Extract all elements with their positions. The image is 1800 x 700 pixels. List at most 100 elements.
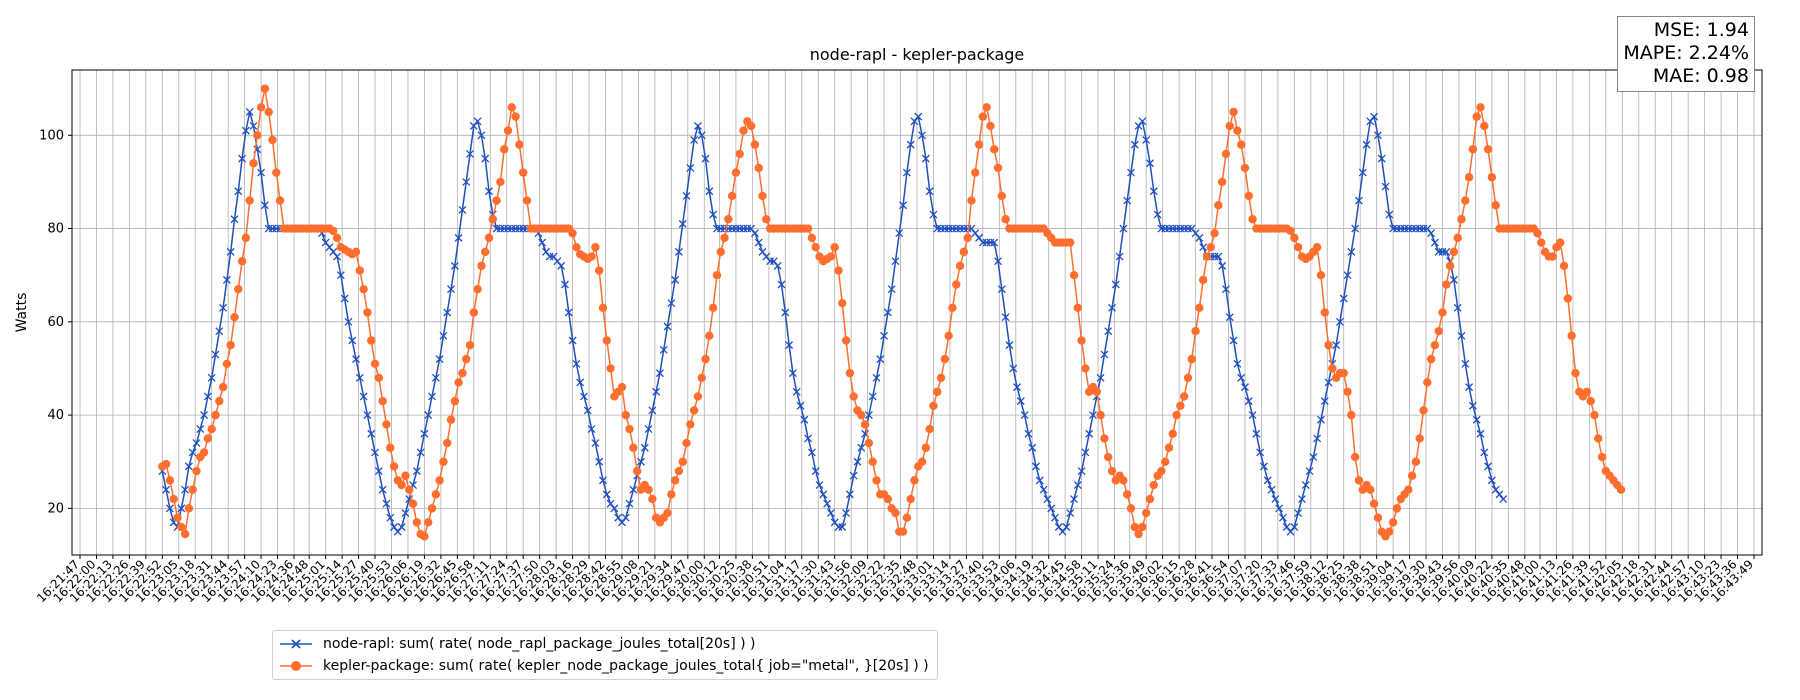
data-point-circle xyxy=(758,191,767,201)
data-point-circle xyxy=(1149,480,1158,490)
data-point-x xyxy=(1476,429,1485,438)
data-point-x xyxy=(671,275,680,284)
data-point-circle xyxy=(834,266,843,275)
data-point-circle xyxy=(670,476,680,485)
data-point-x xyxy=(1480,448,1489,457)
data-point-circle xyxy=(644,485,653,494)
data-point-circle xyxy=(716,247,725,257)
data-point-x xyxy=(1377,154,1386,163)
data-point-x xyxy=(1324,378,1333,387)
data-point-circle xyxy=(910,476,919,485)
data-point-x xyxy=(1316,415,1325,424)
data-point-x xyxy=(181,485,190,494)
y-tick-label: 80 xyxy=(47,222,64,237)
data-point-circle xyxy=(906,494,915,504)
data-point-x xyxy=(785,341,794,350)
data-point-circle xyxy=(933,387,942,396)
data-point-x xyxy=(1089,411,1097,420)
data-point-circle xyxy=(234,284,243,294)
data-point-circle xyxy=(1559,261,1569,271)
data-point-x xyxy=(1229,336,1238,345)
data-point-circle xyxy=(439,457,448,466)
data-point-circle xyxy=(993,163,1003,173)
data-point-circle xyxy=(1328,364,1337,373)
data-point-x xyxy=(1020,411,1029,420)
data-point-circle xyxy=(458,368,467,378)
data-point-x xyxy=(177,504,186,513)
data-point-x xyxy=(883,308,892,317)
data-point-x xyxy=(428,392,436,401)
data-point-circle xyxy=(363,308,372,317)
data-point-x xyxy=(564,308,573,317)
data-point-x xyxy=(219,303,228,312)
data-point-x xyxy=(1005,341,1014,350)
data-point-x xyxy=(1111,280,1120,289)
data-point-x xyxy=(352,355,361,364)
data-point-circle xyxy=(1290,233,1299,243)
data-point-circle xyxy=(1233,126,1242,135)
data-point-x xyxy=(241,126,250,135)
data-point-circle xyxy=(207,424,216,434)
data-point-circle xyxy=(705,331,714,341)
data-point-circle xyxy=(397,480,406,490)
data-point-circle xyxy=(1187,354,1196,364)
data-point-circle xyxy=(1202,252,1212,261)
data-point-circle xyxy=(701,354,710,364)
data-point-x xyxy=(1047,504,1056,513)
data-point-circle xyxy=(857,410,866,420)
data-point-x xyxy=(249,122,258,130)
data-point-circle xyxy=(872,476,881,485)
data-point-x xyxy=(1062,523,1071,531)
data-point-x xyxy=(1043,495,1052,503)
data-point-x xyxy=(245,108,254,116)
data-point-circle xyxy=(1069,270,1079,280)
data-point-x xyxy=(652,387,661,396)
data-point-x xyxy=(990,238,999,247)
data-point-x xyxy=(1195,233,1204,242)
data-point-x xyxy=(705,187,714,196)
data-point-circle xyxy=(522,196,532,205)
data-point-x xyxy=(994,257,1002,266)
data-point-circle xyxy=(1590,410,1599,420)
data-point-x xyxy=(891,257,900,266)
data-point-x xyxy=(367,429,376,438)
data-point-circle xyxy=(1096,410,1105,420)
data-point-circle xyxy=(697,373,706,382)
data-point-x xyxy=(690,135,699,144)
data-point-circle xyxy=(1442,280,1451,289)
data-point-circle xyxy=(739,126,748,135)
data-point-x xyxy=(754,238,763,247)
data-point-circle xyxy=(268,135,277,145)
data-point-circle xyxy=(1176,401,1185,410)
data-point-x xyxy=(382,499,391,508)
data-point-x xyxy=(1370,112,1379,121)
data-point-circle xyxy=(1206,243,1215,252)
data-point-x xyxy=(1358,168,1367,177)
data-point-circle xyxy=(165,476,175,485)
data-point-x xyxy=(823,499,832,508)
data-point-circle xyxy=(1293,243,1303,252)
data-point-x xyxy=(1115,252,1124,261)
data-point-x xyxy=(1461,359,1470,368)
data-point-circle xyxy=(275,196,285,205)
metrics-box: MSE: 1.94 MAPE: 2.24% MAE: 0.98 xyxy=(1617,16,1755,92)
data-point-x xyxy=(1487,476,1496,485)
data-point-x xyxy=(697,131,706,140)
data-point-x xyxy=(1354,196,1363,205)
data-point-circle xyxy=(389,462,399,471)
data-point-x xyxy=(443,308,452,317)
data-point-circle xyxy=(598,303,608,313)
data-point-circle xyxy=(473,284,482,294)
data-point-circle xyxy=(462,354,471,364)
data-point-circle xyxy=(203,434,213,443)
data-point-x xyxy=(906,140,915,149)
data-point-circle xyxy=(1385,527,1394,536)
mae-metric: MAE: 0.98 xyxy=(1652,65,1749,87)
data-point-circle xyxy=(712,270,722,280)
data-point-x xyxy=(1256,448,1265,457)
data-point-circle xyxy=(218,382,228,392)
data-point-circle xyxy=(264,107,273,117)
data-point-circle xyxy=(902,513,912,522)
data-point-x xyxy=(648,406,657,415)
data-point-circle xyxy=(1343,387,1352,396)
